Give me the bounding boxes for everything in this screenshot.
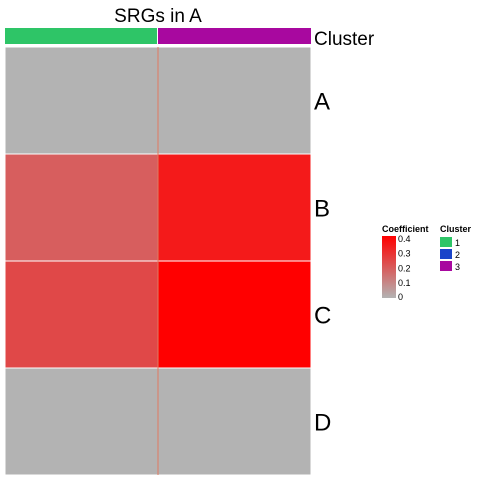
cluster-legend: Cluster 1 2 3 [440, 224, 472, 272]
row-label: A [314, 89, 330, 116]
heatmap-cell [4, 46, 159, 155]
cluster-annotation-bar [5, 28, 311, 44]
coefficient-tick-label: 0 [398, 292, 403, 302]
row-label: C [314, 303, 331, 330]
cluster-legend-swatch [440, 261, 452, 271]
annotation-label: Cluster [314, 29, 375, 50]
heatmap-cells [4, 46, 312, 476]
cluster-annotation-cell [5, 28, 157, 44]
heatmap-cell [157, 153, 312, 262]
heatmap-cell [4, 260, 159, 369]
cluster-legend-label: 3 [455, 262, 460, 272]
coefficient-colorbar [382, 236, 396, 298]
coefficient-tick-label: 0.3 [398, 249, 411, 259]
coefficient-legend: Coefficient 0.4 0.3 0.2 0.1 0 [382, 224, 429, 302]
heatmap-cell [157, 260, 312, 369]
heatmap-cell [4, 153, 159, 262]
chart-title: SRGs in A [114, 6, 202, 27]
coefficient-tick-label: 0.4 [398, 234, 411, 244]
cluster-legend-items: 1 2 3 [440, 237, 460, 272]
heatmap-cell [157, 46, 312, 155]
cluster-legend-title: Cluster [440, 224, 472, 234]
cluster-legend-swatch [440, 237, 452, 247]
row-labels: A B C D [314, 89, 331, 437]
cluster-legend-label: 2 [455, 250, 460, 260]
heatmap-cell [4, 367, 159, 476]
cluster-legend-label: 1 [455, 238, 460, 248]
row-label: B [314, 196, 330, 223]
row-label: D [314, 410, 331, 437]
coefficient-tick-label: 0.2 [398, 263, 411, 273]
cluster-legend-swatch [440, 249, 452, 259]
coefficient-tick-label: 0.1 [398, 278, 411, 288]
coefficient-legend-title: Coefficient [382, 224, 429, 234]
heatmap-cell [157, 367, 312, 476]
cluster-annotation-cell [158, 28, 311, 44]
coefficient-ticks: 0.4 0.3 0.2 0.1 0 [396, 234, 411, 302]
